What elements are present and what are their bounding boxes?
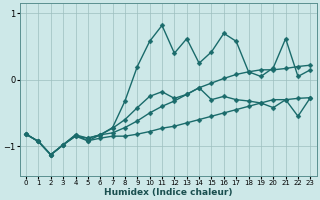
X-axis label: Humidex (Indice chaleur): Humidex (Indice chaleur) <box>104 188 232 197</box>
